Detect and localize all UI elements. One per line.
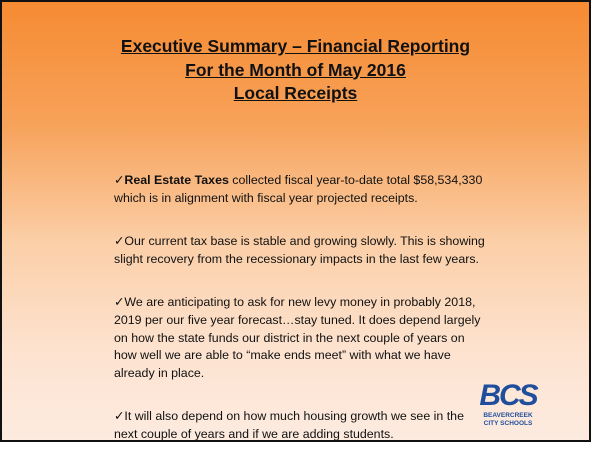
check-bullet: ✓	[114, 173, 125, 187]
logo: BCS BEAVERCREEK CITY SCHOOLS	[478, 380, 538, 427]
slide: Executive Summary – Financial Reporting F…	[0, 0, 591, 442]
item-text: It will also depend on how much housing …	[114, 409, 464, 441]
item-text: We are anticipating to ask for new levy …	[114, 295, 481, 380]
item-text: collected fiscal year-to-date total $58,…	[114, 173, 483, 205]
logo-name: BEAVERCREEK CITY SCHOOLS	[478, 412, 538, 427]
check-bullet: ✓	[114, 234, 125, 249]
bullet-list: ✓Real Estate Taxes collected fiscal year…	[114, 172, 486, 470]
logo-name-line: BEAVERCREEK	[483, 412, 533, 419]
title-line: Executive Summary – Financial Reporting	[120, 36, 471, 56]
check-bullet: ✓	[114, 295, 125, 310]
bullet-item: ✓It will also depend on how much housing…	[114, 408, 486, 443]
bold-text: Real Estate Taxes	[124, 173, 229, 187]
bullet-item: ✓We are anticipating to ask for new levy…	[114, 294, 486, 382]
logo-name-line: CITY SCHOOLS	[483, 419, 533, 427]
slide-title: Executive Summary – Financial Reporting F…	[2, 35, 589, 106]
title-line: Local Receipts	[233, 83, 358, 103]
item-text: Our current tax base is stable and growi…	[114, 234, 485, 266]
check-bullet: ✓	[114, 409, 125, 424]
bullet-item: ✓Real Estate Taxes collected fiscal year…	[114, 172, 486, 207]
logo-mark: BCS	[479, 379, 538, 412]
title-line: For the Month of May 2016	[185, 59, 406, 80]
bullet-item: ✓Our current tax base is stable and grow…	[114, 233, 486, 268]
